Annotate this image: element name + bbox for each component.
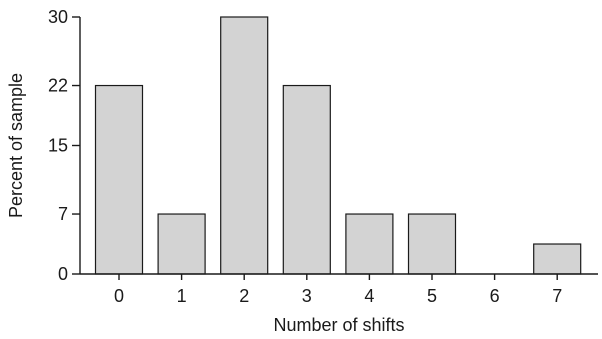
x-tick-label: 6 [490, 286, 500, 306]
x-tick-label: 7 [552, 286, 562, 306]
y-tick-label: 0 [58, 264, 68, 284]
bars-layer [94, 16, 582, 275]
bar-1 [157, 213, 206, 275]
y-tick-label: 7 [58, 204, 68, 224]
bar-2 [220, 16, 269, 275]
y-tick-label: 22 [48, 76, 68, 96]
x-ticks-layer: 0 1 2 3 4 5 6 7 [114, 274, 562, 306]
bar-4 [345, 213, 394, 275]
bar-7 [533, 243, 582, 275]
x-tick-label: 2 [239, 286, 249, 306]
y-ticks-layer: 0 7 15 22 30 [48, 7, 80, 284]
x-tick-label: 0 [114, 286, 124, 306]
y-axis-title: Percent of sample [6, 73, 26, 218]
x-tick-label: 1 [177, 286, 187, 306]
x-axis-title: Number of shifts [273, 315, 404, 335]
bar-5 [407, 213, 457, 275]
x-tick-label: 5 [427, 286, 437, 306]
y-tick-label: 30 [48, 7, 68, 27]
y-tick-label: 15 [48, 136, 68, 156]
bar-3 [282, 84, 331, 275]
x-tick-label: 3 [302, 286, 312, 306]
bar-0 [94, 84, 144, 275]
x-tick-label: 4 [364, 286, 374, 306]
